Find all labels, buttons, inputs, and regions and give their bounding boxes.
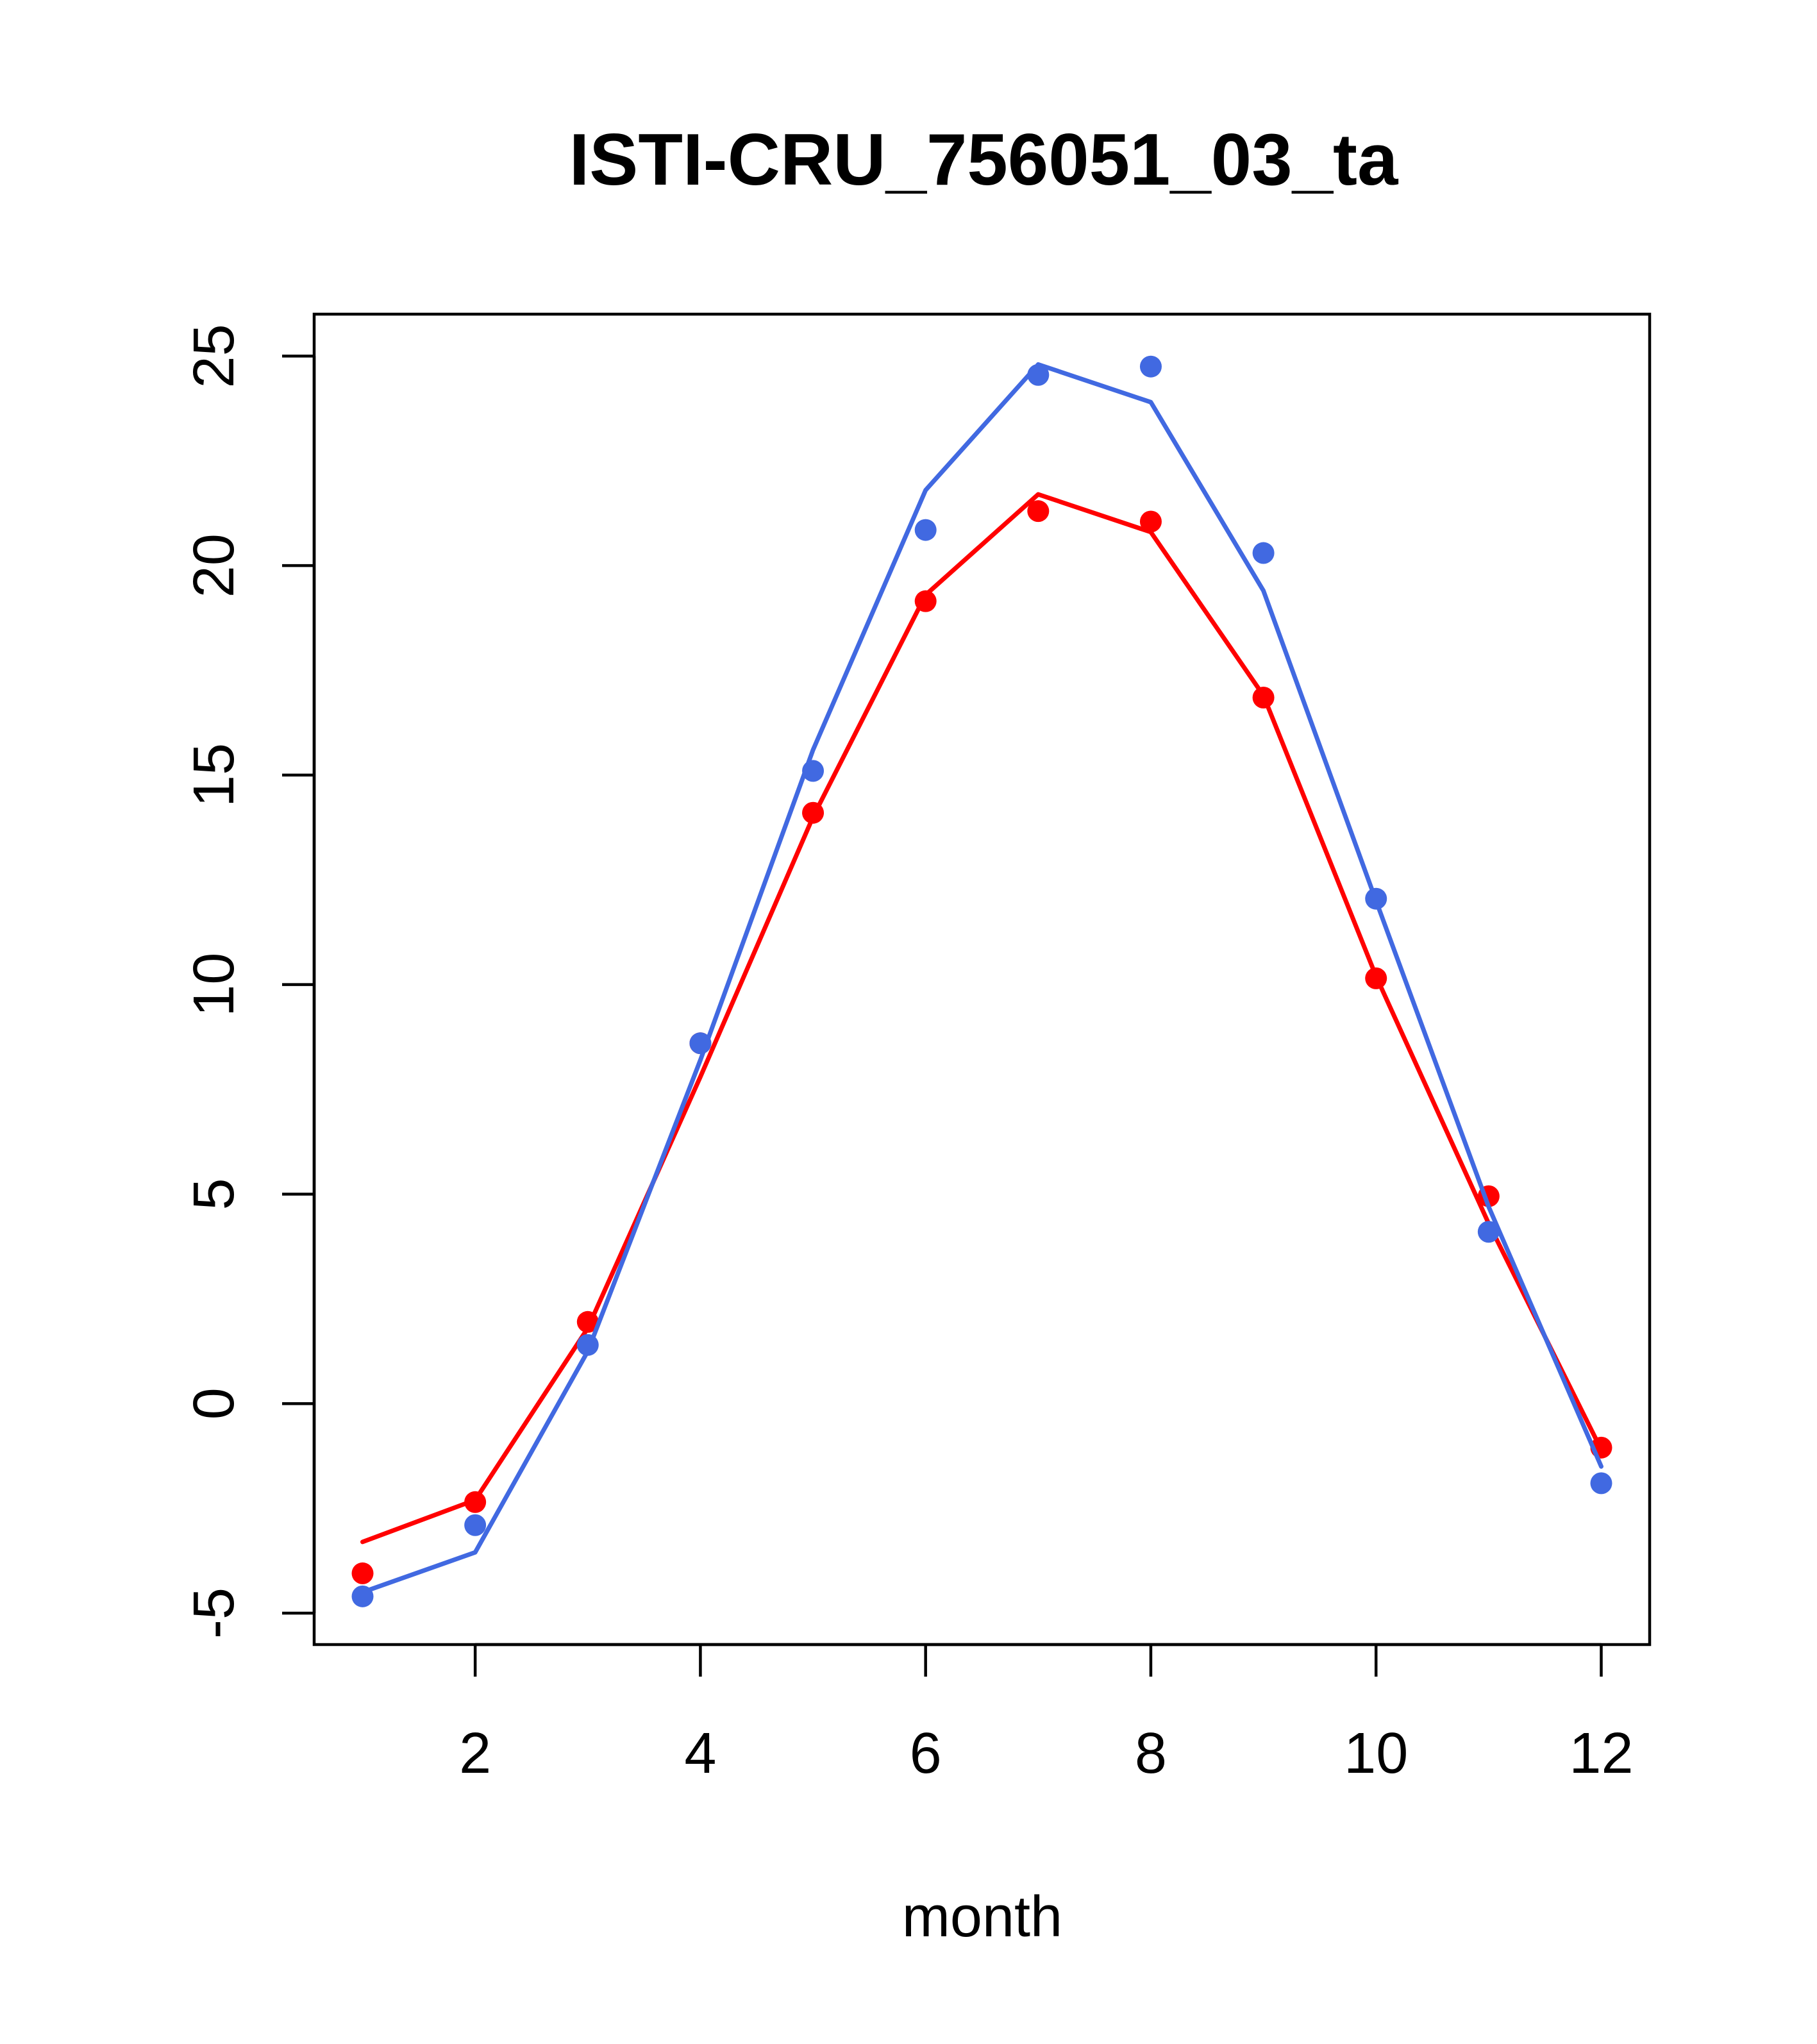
series-2-point bbox=[1027, 364, 1050, 386]
x-tick-label: 6 bbox=[910, 1721, 942, 1786]
y-tick-label: -5 bbox=[182, 1587, 246, 1639]
series-1-point bbox=[351, 1562, 374, 1584]
x-tick-label: 12 bbox=[1569, 1721, 1633, 1786]
y-tick-label: 25 bbox=[182, 324, 246, 388]
series-2-point bbox=[576, 1334, 599, 1356]
series-2-point bbox=[689, 1032, 712, 1055]
series-2-point bbox=[1590, 1472, 1612, 1495]
series-2-point bbox=[1365, 887, 1387, 910]
x-tick-label: 8 bbox=[1135, 1721, 1167, 1786]
chart-title: ISTI-CRU_756051_03_ta bbox=[569, 119, 1399, 201]
x-tick-label: 2 bbox=[459, 1721, 491, 1786]
series-2 bbox=[351, 355, 1612, 1607]
series-1 bbox=[351, 492, 1612, 1584]
series-2-point bbox=[351, 1585, 374, 1607]
series-2-point bbox=[802, 760, 825, 782]
x-axis-label: month bbox=[902, 1885, 1062, 1949]
x-tick-label: 4 bbox=[684, 1721, 716, 1786]
series-1-point bbox=[802, 801, 825, 824]
plot-frame bbox=[312, 312, 1652, 1646]
y-tick-label: 0 bbox=[182, 1387, 246, 1420]
series-2-point bbox=[1252, 542, 1275, 564]
y-tick-label: 15 bbox=[182, 743, 246, 807]
series-2-point bbox=[464, 1514, 487, 1536]
series-2-line bbox=[360, 362, 1603, 1595]
x-tick-label: 10 bbox=[1344, 1721, 1408, 1786]
series-1-point bbox=[1139, 510, 1162, 533]
series-1-point bbox=[464, 1491, 487, 1513]
x-axis: 2 4 6 8 10 12 bbox=[459, 1643, 1634, 1786]
y-tick-label: 20 bbox=[182, 533, 246, 598]
y-tick-label: 5 bbox=[182, 1178, 246, 1210]
series-1-point bbox=[576, 1311, 599, 1333]
y-tick-label: 10 bbox=[182, 953, 246, 1017]
series-1-point bbox=[1252, 686, 1275, 708]
series-1-point bbox=[1027, 500, 1050, 523]
series-1-point bbox=[914, 590, 937, 612]
series-2-point bbox=[914, 519, 937, 541]
series-1-line bbox=[360, 492, 1603, 1545]
series-2-point bbox=[1139, 355, 1162, 378]
series-1-point bbox=[1365, 967, 1387, 989]
y-axis: -5 0 5 10 15 20 25 bbox=[182, 324, 316, 1639]
series-2-point bbox=[1477, 1221, 1500, 1243]
series-layer bbox=[351, 355, 1612, 1607]
